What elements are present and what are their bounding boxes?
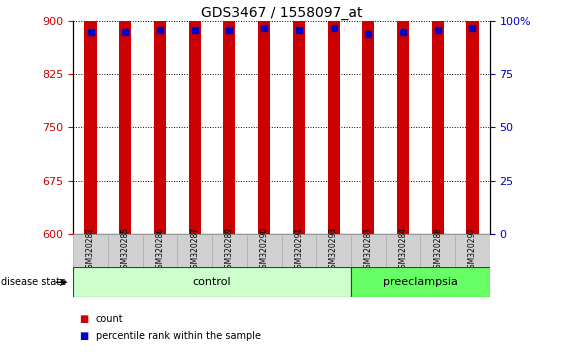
Bar — [316, 234, 351, 267]
Text: GSM320282: GSM320282 — [86, 227, 95, 273]
Bar — [142, 234, 177, 267]
Text: control: control — [193, 277, 231, 287]
Bar — [386, 234, 421, 267]
Bar — [84, 0, 97, 234]
Bar — [154, 0, 166, 234]
Bar — [177, 234, 212, 267]
Text: GSM320284: GSM320284 — [399, 227, 408, 273]
Bar — [351, 267, 490, 297]
Point — [329, 25, 338, 30]
Point — [364, 31, 373, 37]
Bar — [247, 234, 282, 267]
Text: count: count — [96, 314, 123, 324]
Text: ■: ■ — [79, 314, 88, 324]
Bar — [466, 0, 479, 234]
Text: GSM320290: GSM320290 — [260, 227, 269, 273]
Point — [86, 29, 95, 35]
Text: GSM320289: GSM320289 — [225, 227, 234, 273]
Bar — [189, 0, 201, 234]
Bar — [432, 0, 444, 234]
Text: preeclampsia: preeclampsia — [383, 277, 458, 287]
Bar — [108, 234, 142, 267]
Text: percentile rank within the sample: percentile rank within the sample — [96, 331, 261, 341]
Point — [434, 27, 443, 33]
Point — [155, 27, 164, 33]
Bar — [362, 0, 374, 234]
Bar — [293, 0, 305, 234]
Bar — [73, 267, 351, 297]
Bar — [328, 0, 339, 234]
Point — [399, 29, 408, 35]
Bar — [397, 0, 409, 234]
Bar — [282, 234, 316, 267]
Bar — [224, 0, 235, 234]
Text: GSM320293: GSM320293 — [329, 227, 338, 273]
Bar — [351, 234, 386, 267]
Point — [120, 29, 129, 35]
Text: GSM320286: GSM320286 — [155, 227, 164, 273]
Text: GSM320283: GSM320283 — [364, 227, 373, 273]
Bar — [212, 234, 247, 267]
Text: disease state: disease state — [1, 277, 66, 287]
Bar — [119, 0, 131, 234]
Text: GSM320287: GSM320287 — [190, 227, 199, 273]
Point — [260, 25, 269, 30]
Text: GSM320292: GSM320292 — [468, 227, 477, 273]
Point — [225, 27, 234, 33]
Point — [294, 27, 303, 33]
Point — [468, 25, 477, 30]
Bar — [455, 234, 490, 267]
Text: GSM320288: GSM320288 — [434, 227, 442, 273]
Point — [190, 27, 199, 33]
Bar — [258, 0, 270, 234]
Text: ■: ■ — [79, 331, 88, 341]
Bar — [73, 234, 108, 267]
Text: GSM320291: GSM320291 — [294, 227, 303, 273]
Bar — [421, 234, 455, 267]
Text: GSM320285: GSM320285 — [121, 227, 129, 273]
Title: GDS3467 / 1558097_at: GDS3467 / 1558097_at — [201, 6, 362, 20]
